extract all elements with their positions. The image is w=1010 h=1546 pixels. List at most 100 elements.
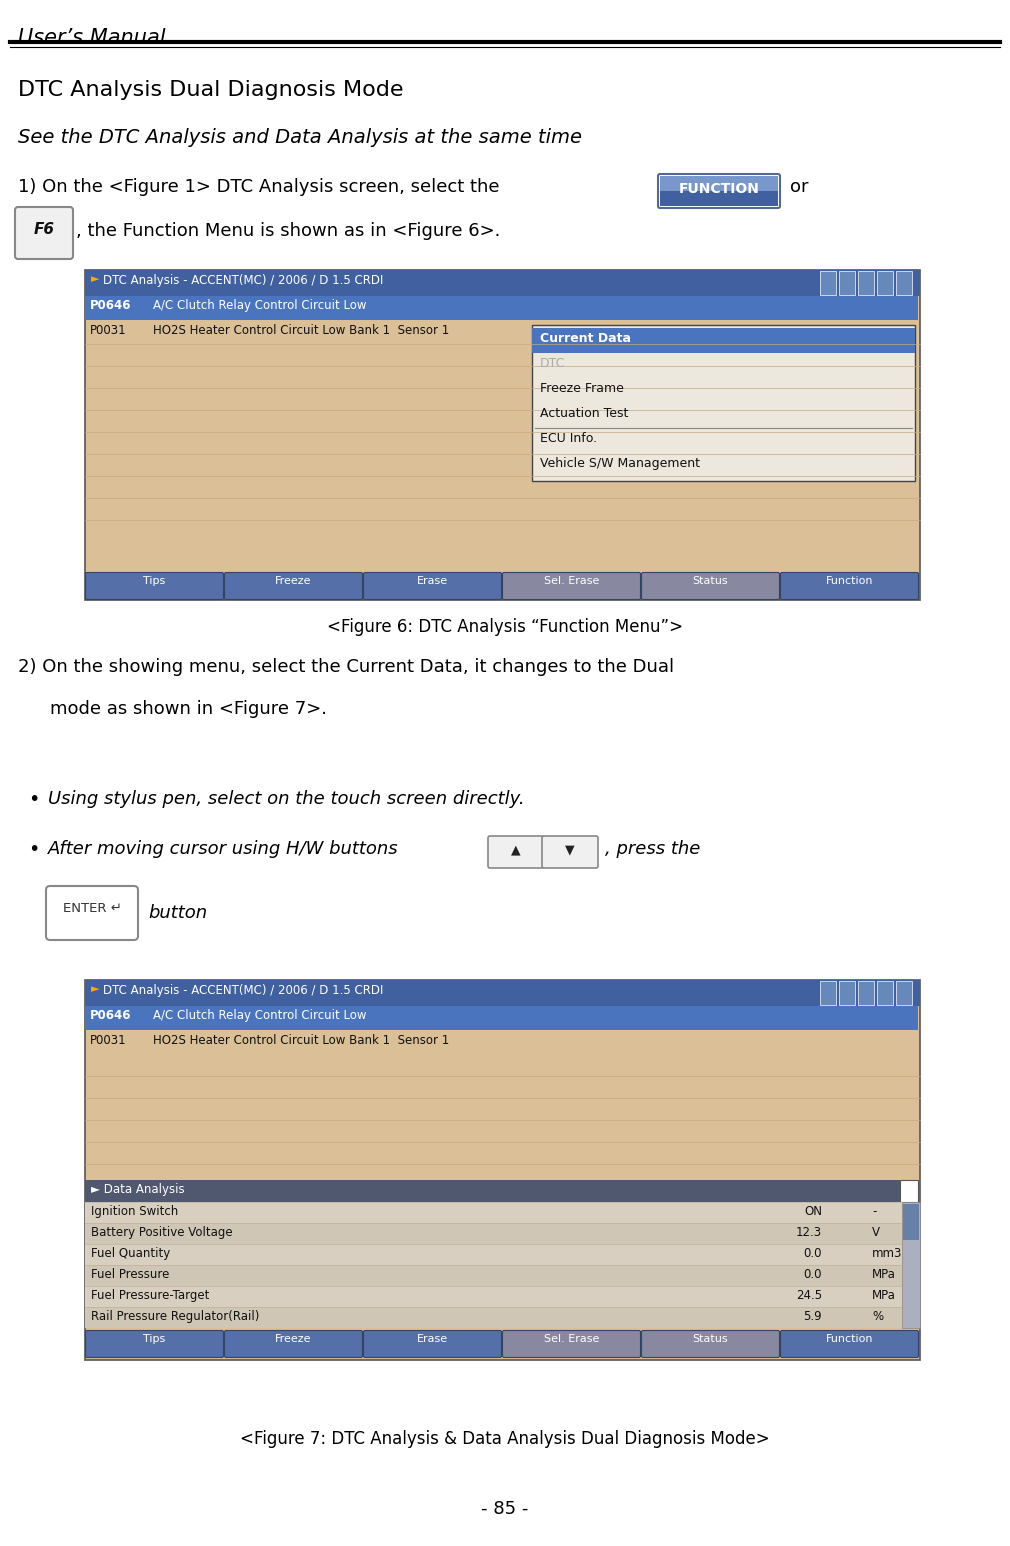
Text: , press the: , press the bbox=[605, 839, 700, 858]
Text: mode as shown in <Figure 7>.: mode as shown in <Figure 7>. bbox=[50, 700, 327, 717]
Bar bbox=[896, 271, 912, 295]
Text: ON: ON bbox=[804, 1204, 822, 1218]
Bar bbox=[85, 980, 920, 1360]
Bar bbox=[858, 271, 874, 295]
Text: P0646: P0646 bbox=[90, 298, 131, 312]
Text: Actuation Test: Actuation Test bbox=[540, 407, 628, 421]
Bar bbox=[85, 271, 920, 600]
Text: F6: F6 bbox=[33, 223, 55, 237]
Text: ►: ► bbox=[91, 983, 100, 994]
Text: HO2S Heater Control Circuit Low Bank 1  Sensor 1: HO2S Heater Control Circuit Low Bank 1 S… bbox=[153, 1034, 449, 1047]
Text: Battery Positive Voltage: Battery Positive Voltage bbox=[91, 1226, 232, 1238]
Bar bbox=[902, 1201, 920, 1328]
Text: , the Function Menu is shown as in <Figure 6>.: , the Function Menu is shown as in <Figu… bbox=[76, 223, 500, 240]
Text: Status: Status bbox=[693, 1334, 728, 1343]
FancyBboxPatch shape bbox=[224, 1331, 363, 1357]
Text: Erase: Erase bbox=[417, 577, 448, 586]
Text: Ignition Switch: Ignition Switch bbox=[91, 1204, 178, 1218]
Text: MPa: MPa bbox=[872, 1289, 896, 1302]
FancyBboxPatch shape bbox=[46, 886, 138, 940]
Bar bbox=[85, 1223, 902, 1245]
Text: Using stylus pen, select on the touch screen directly.: Using stylus pen, select on the touch sc… bbox=[48, 790, 524, 809]
Text: Current Data: Current Data bbox=[540, 332, 631, 345]
Text: DTC: DTC bbox=[540, 357, 566, 369]
Bar bbox=[896, 982, 912, 1005]
FancyBboxPatch shape bbox=[641, 572, 780, 600]
Text: ENTER ↵: ENTER ↵ bbox=[63, 901, 121, 915]
Text: ► Data Analysis: ► Data Analysis bbox=[91, 1183, 185, 1197]
Text: P0031: P0031 bbox=[90, 1034, 126, 1047]
Text: Freeze Frame: Freeze Frame bbox=[540, 382, 624, 394]
Text: DTC Analysis Dual Diagnosis Mode: DTC Analysis Dual Diagnosis Mode bbox=[18, 80, 404, 100]
Bar bbox=[85, 271, 920, 295]
FancyBboxPatch shape bbox=[503, 572, 640, 600]
Text: -: - bbox=[872, 1204, 877, 1218]
Text: Rail Pressure Regulator(Rail): Rail Pressure Regulator(Rail) bbox=[91, 1309, 260, 1323]
Bar bbox=[858, 982, 874, 1005]
Bar bbox=[85, 295, 918, 320]
Bar bbox=[85, 1180, 900, 1201]
Bar bbox=[900, 1180, 918, 1201]
Text: mm3: mm3 bbox=[872, 1248, 902, 1260]
Bar bbox=[660, 192, 778, 206]
Text: ECU Info.: ECU Info. bbox=[540, 431, 597, 445]
Text: •: • bbox=[28, 790, 39, 809]
Text: See the DTC Analysis and Data Analysis at the same time: See the DTC Analysis and Data Analysis a… bbox=[18, 128, 582, 147]
Text: <Figure 7: DTC Analysis & Data Analysis Dual Diagnosis Mode>: <Figure 7: DTC Analysis & Data Analysis … bbox=[240, 1430, 770, 1449]
Text: <Figure 6: DTC Analysis “Function Menu”>: <Figure 6: DTC Analysis “Function Menu”> bbox=[327, 618, 683, 635]
Text: After moving cursor using H/W buttons: After moving cursor using H/W buttons bbox=[48, 839, 399, 858]
Text: - 85 -: - 85 - bbox=[482, 1500, 528, 1518]
Bar bbox=[85, 980, 920, 1006]
Text: Fuel Quantity: Fuel Quantity bbox=[91, 1248, 171, 1260]
Text: Freeze: Freeze bbox=[276, 1334, 312, 1343]
Text: Sel. Erase: Sel. Erase bbox=[543, 577, 599, 586]
Text: •: • bbox=[28, 839, 39, 860]
Bar bbox=[660, 176, 778, 192]
Text: Fuel Pressure: Fuel Pressure bbox=[91, 1268, 170, 1282]
Text: Freeze: Freeze bbox=[276, 577, 312, 586]
Bar bbox=[532, 325, 915, 481]
Text: Function: Function bbox=[826, 1334, 874, 1343]
FancyBboxPatch shape bbox=[781, 1331, 918, 1357]
Text: HO2S Heater Control Circuit Low Bank 1  Sensor 1: HO2S Heater Control Circuit Low Bank 1 S… bbox=[153, 325, 449, 337]
Text: Fuel Pressure-Target: Fuel Pressure-Target bbox=[91, 1289, 209, 1302]
FancyBboxPatch shape bbox=[224, 572, 363, 600]
Bar bbox=[839, 982, 855, 1005]
Bar bbox=[903, 1204, 919, 1240]
Text: ▼: ▼ bbox=[566, 843, 575, 856]
Bar bbox=[85, 1265, 902, 1286]
Text: ▲: ▲ bbox=[511, 843, 521, 856]
Bar bbox=[820, 271, 836, 295]
FancyBboxPatch shape bbox=[364, 1331, 502, 1357]
FancyBboxPatch shape bbox=[542, 836, 598, 867]
Bar bbox=[85, 1201, 902, 1223]
FancyBboxPatch shape bbox=[781, 572, 918, 600]
Bar bbox=[877, 271, 893, 295]
Text: or: or bbox=[790, 178, 808, 196]
FancyBboxPatch shape bbox=[503, 1331, 640, 1357]
Bar bbox=[85, 1006, 918, 1030]
FancyBboxPatch shape bbox=[364, 572, 502, 600]
Text: MPa: MPa bbox=[872, 1268, 896, 1282]
FancyBboxPatch shape bbox=[488, 836, 544, 867]
FancyBboxPatch shape bbox=[86, 572, 223, 600]
Text: 5.9: 5.9 bbox=[803, 1309, 822, 1323]
FancyBboxPatch shape bbox=[641, 1331, 780, 1357]
Text: A/C Clutch Relay Control Circuit Low: A/C Clutch Relay Control Circuit Low bbox=[153, 1010, 367, 1022]
Text: 24.5: 24.5 bbox=[796, 1289, 822, 1302]
Text: button: button bbox=[148, 904, 207, 921]
Text: P0646: P0646 bbox=[90, 1010, 131, 1022]
Text: ►: ► bbox=[91, 274, 100, 284]
Bar bbox=[820, 982, 836, 1005]
Text: DTC Analysis - ACCENT(MC) / 2006 / D 1.5 CRDI: DTC Analysis - ACCENT(MC) / 2006 / D 1.5… bbox=[103, 274, 384, 288]
Text: Tips: Tips bbox=[143, 1334, 166, 1343]
Bar bbox=[85, 1245, 902, 1265]
Text: Erase: Erase bbox=[417, 1334, 448, 1343]
Text: Vehicle S/W Management: Vehicle S/W Management bbox=[540, 458, 700, 470]
Text: 2) On the showing menu, select the Current Data, it changes to the Dual: 2) On the showing menu, select the Curre… bbox=[18, 659, 674, 676]
Text: Function: Function bbox=[826, 577, 874, 586]
Text: Sel. Erase: Sel. Erase bbox=[543, 1334, 599, 1343]
Text: 0.0: 0.0 bbox=[804, 1268, 822, 1282]
FancyBboxPatch shape bbox=[86, 1331, 223, 1357]
Text: %: % bbox=[872, 1309, 883, 1323]
